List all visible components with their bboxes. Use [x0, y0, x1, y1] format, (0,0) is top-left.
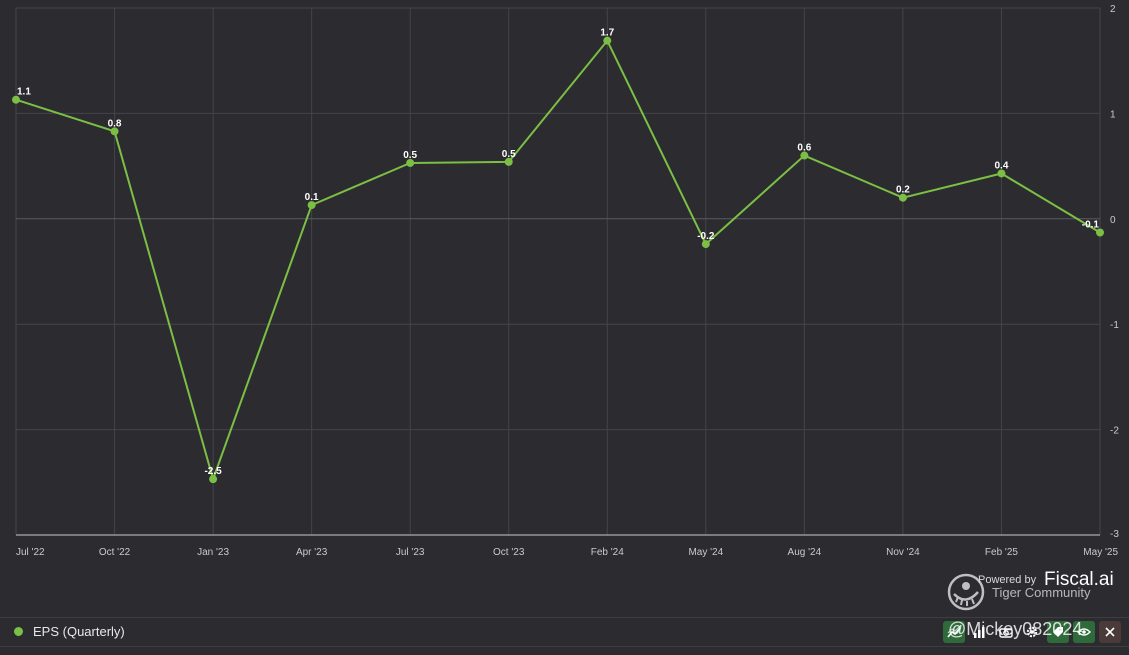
- eps-data-label: 0.2: [896, 185, 910, 196]
- eps-data-label: -0.2: [697, 231, 715, 242]
- eps-data-point[interactable]: [701, 240, 710, 249]
- brand-watermark: Powered by Fiscal.ai Tiger Community: [946, 569, 1124, 612]
- y-tick-label: 2: [1110, 4, 1116, 15]
- eps-data-point[interactable]: [12, 95, 20, 104]
- chart-toolbar: [943, 621, 1121, 643]
- eps-data-point[interactable]: [603, 36, 612, 45]
- eps-data-label: -2.5: [204, 466, 222, 477]
- eps-data-point[interactable]: [209, 475, 218, 484]
- x-tick-label: Apr '23: [296, 547, 328, 558]
- eps-data-point[interactable]: [1096, 228, 1104, 237]
- x-tick-label: Jul '22: [16, 547, 45, 558]
- eps-data-point[interactable]: [110, 127, 119, 136]
- x-tick-label: May '25: [1083, 547, 1118, 558]
- eps-data-label: 0.4: [995, 160, 1009, 171]
- x-tick-label: Oct '23: [493, 547, 525, 558]
- eps-data-label: 1.7: [600, 28, 614, 39]
- y-tick-label: 1: [1110, 109, 1116, 120]
- fiscal-ai-brand-name: Fiscal.ai: [1044, 569, 1114, 590]
- eps-series-line: [15, 38, 1101, 483]
- x-tick-label: May '24: [688, 547, 723, 558]
- x-tick-label: Oct '22: [99, 547, 131, 558]
- gear-icon: [1026, 626, 1038, 638]
- settings-button[interactable]: [1021, 621, 1043, 643]
- eye-icon: [1077, 628, 1091, 636]
- eps-data-label: 0.8: [108, 118, 122, 129]
- tag-icon: [1053, 627, 1063, 637]
- tiger-logo-icon: [947, 573, 985, 611]
- data-label-layer: 1.1 0.8 -2.5 0.1 0.5 0.5 1.7 -0.2 0.6 0.2 0.4 -0.1: [17, 28, 1099, 477]
- y-tick-label: -3: [1110, 529, 1119, 540]
- eps-data-point[interactable]: [406, 158, 415, 167]
- y-tick-label: -1: [1110, 320, 1119, 331]
- close-button[interactable]: [1099, 621, 1121, 643]
- legend-item-eps-quarterly[interactable]: EPS (Quarterly): [14, 624, 125, 639]
- eps-data-point[interactable]: [504, 157, 513, 166]
- eps-data-point[interactable]: [898, 193, 907, 202]
- x-tick-label: Feb '25: [985, 547, 1018, 558]
- eps-data-label: -0.1: [1082, 220, 1100, 231]
- tag-button[interactable]: [1047, 621, 1069, 643]
- x-tick-label: Feb '24: [591, 547, 624, 558]
- eps-data-point[interactable]: [997, 169, 1006, 178]
- legend-label: EPS (Quarterly): [33, 624, 125, 639]
- close-icon: [1105, 627, 1115, 637]
- series-layer: [12, 36, 1104, 484]
- eps-data-label: 0.1: [305, 192, 319, 203]
- camera-button[interactable]: [995, 621, 1017, 643]
- visibility-button[interactable]: [1073, 621, 1095, 643]
- x-tick-label: Jul '23: [396, 547, 425, 558]
- x-tick-label: Nov '24: [886, 547, 920, 558]
- eps-data-label: 0.5: [403, 150, 417, 161]
- legend-color-dot: [14, 627, 23, 636]
- camera-icon: [999, 628, 1013, 638]
- bar-chart-button[interactable]: [969, 621, 991, 643]
- x-tick-label: Aug '24: [788, 547, 822, 558]
- axis-layer: 2 1 0 -1 -2 -3 Jul '22 Oct '22 Jan '23 Apr '23 Jul…: [16, 4, 1119, 558]
- eps-data-label: 0.6: [797, 143, 811, 154]
- eps-data-point[interactable]: [800, 151, 809, 160]
- powered-by-text: Powered by: [978, 574, 1037, 586]
- legend-bar: EPS (Quarterly): [0, 617, 1129, 647]
- x-tick-label: Jan '23: [197, 547, 229, 558]
- eps-data-label: 0.5: [502, 149, 516, 160]
- eps-data-point[interactable]: [307, 201, 316, 210]
- y-tick-label: -2: [1110, 426, 1119, 437]
- line-chart-icon: [947, 625, 961, 638]
- line-chart-button[interactable]: [943, 621, 965, 643]
- tiger-community-text: Tiger Community: [992, 585, 1091, 600]
- grid-layer: [15, 7, 1101, 536]
- bar-chart-icon: [974, 627, 985, 638]
- eps-data-label: 1.1: [17, 87, 31, 98]
- y-tick-label: 0: [1110, 215, 1116, 226]
